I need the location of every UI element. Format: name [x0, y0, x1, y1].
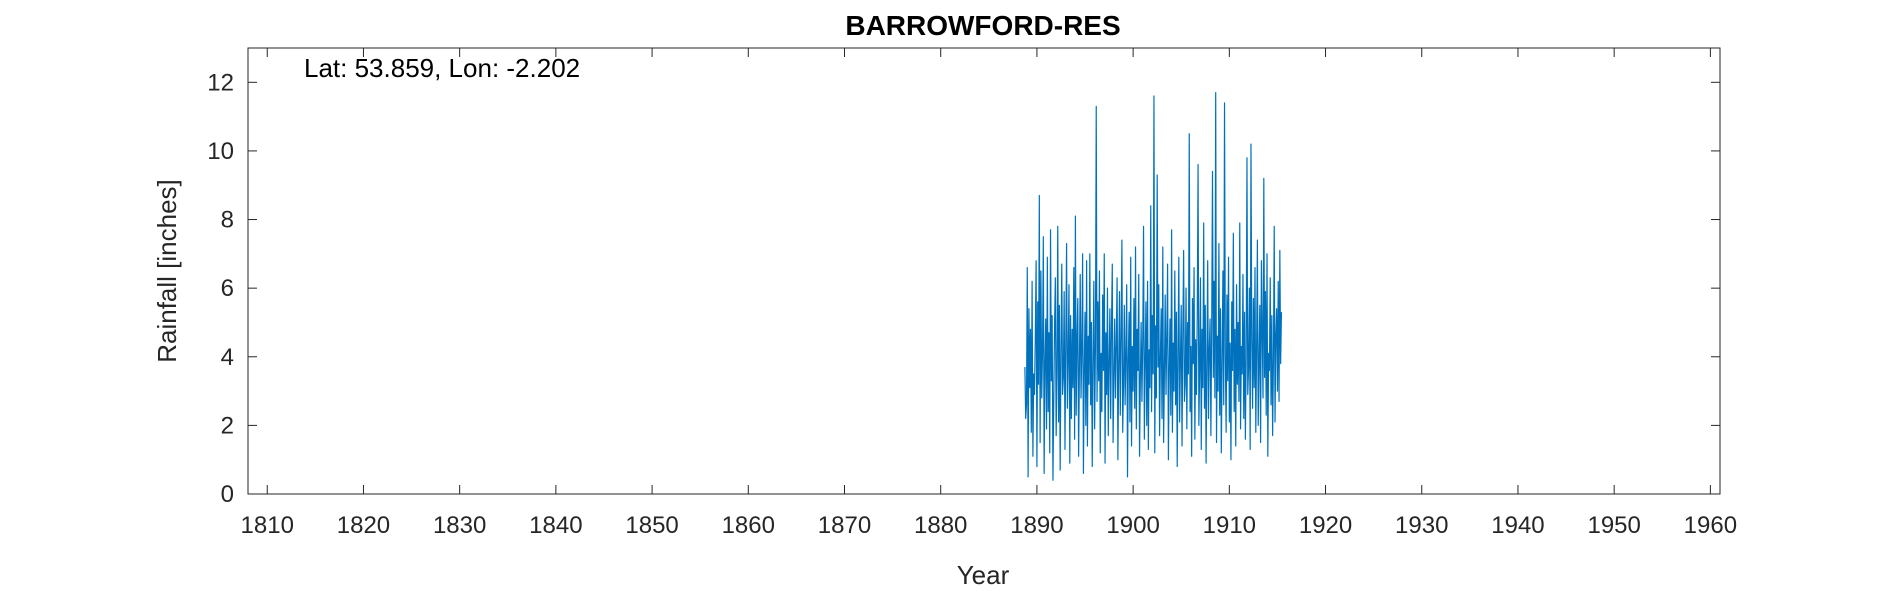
y-tick-label: 4 [221, 344, 234, 371]
y-tick-label: 12 [207, 69, 234, 96]
y-axis-label: Rainfall [inches] [152, 179, 182, 363]
rainfall-series-line [1024, 91, 1283, 481]
series-group [1024, 91, 1283, 481]
x-tick-label: 1830 [433, 512, 486, 539]
x-tick-label: 1810 [241, 512, 294, 539]
x-axis: 1810 1820 1830 1840 1850 1860 1870 1880 1890 1900… [241, 48, 1737, 539]
y-tick-label: 0 [221, 481, 234, 508]
y-tick-label: 6 [221, 275, 234, 302]
x-tick-label: 1950 [1587, 512, 1640, 539]
y-tick-label: 8 [221, 207, 234, 234]
x-tick-label: 1860 [722, 512, 775, 539]
x-tick-label: 1940 [1491, 512, 1544, 539]
x-tick-label: 1900 [1106, 512, 1159, 539]
x-tick-label: 1850 [625, 512, 678, 539]
y-tick-label: 2 [221, 412, 234, 439]
x-tick-label: 1840 [529, 512, 582, 539]
y-tick-label: 10 [207, 138, 234, 165]
y-axis: 0 2 4 6 8 10 12 [207, 69, 1720, 508]
x-tick-label: 1890 [1010, 512, 1063, 539]
x-tick-label: 1910 [1203, 512, 1256, 539]
location-annotation: Lat: 53.859, Lon: -2.202 [304, 53, 580, 83]
x-tick-label: 1870 [818, 512, 871, 539]
x-tick-label: 1930 [1395, 512, 1448, 539]
x-tick-label: 1820 [337, 512, 390, 539]
x-axis-label: Year [957, 560, 1010, 590]
x-tick-label: 1960 [1684, 512, 1737, 539]
chart-title: BARROWFORD-RES [845, 10, 1120, 41]
plot-area [247, 47, 1721, 495]
x-tick-label: 1880 [914, 512, 967, 539]
x-tick-label: 1920 [1299, 512, 1352, 539]
